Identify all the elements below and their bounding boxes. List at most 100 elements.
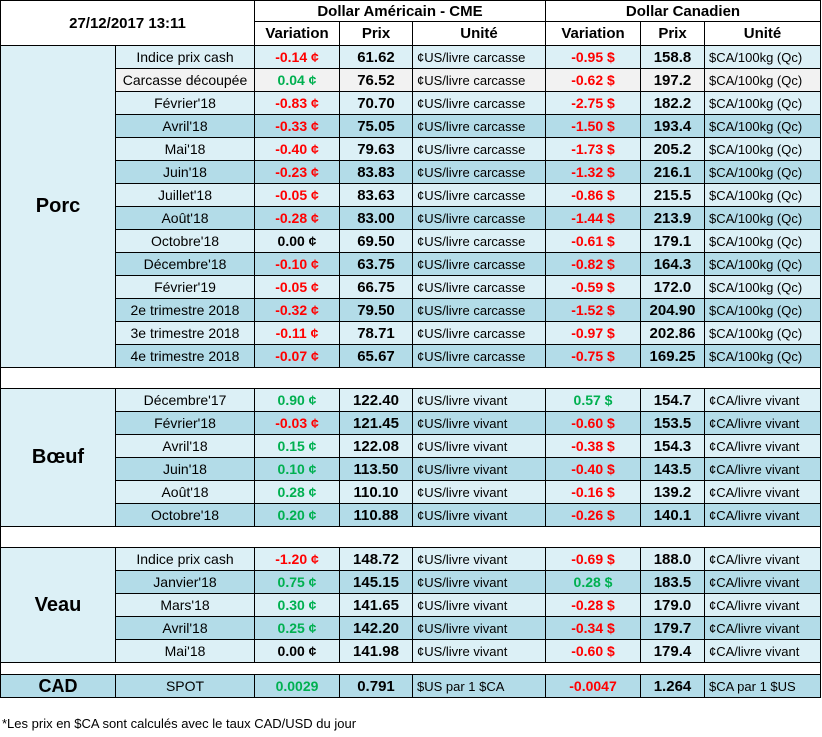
- cad-unit: ¢CA/livre vivant: [703, 434, 822, 458]
- cad-unit: $CA/100kg (Qc): [703, 114, 822, 138]
- usd-price: 142.20: [339, 616, 413, 640]
- table-row: Juin'18 0.10 ¢ 113.50 ¢US/livre vivant -0.40…: [1, 457, 822, 481]
- contract-label: Mars'18: [115, 593, 255, 617]
- table-row: Février'19 -0.05 ¢ 66.75 ¢US/livre carcasse…: [1, 275, 822, 299]
- cad-variation: -0.75 $: [545, 344, 641, 368]
- cad-variation: -0.38 $: [545, 434, 641, 458]
- cad-unit: ¢CA/livre vivant: [703, 457, 822, 481]
- cad-price: 158.8: [640, 45, 705, 69]
- cad-price: 188.0: [640, 547, 705, 571]
- usd-price: 78.71: [339, 321, 413, 345]
- cad-variation: -0.40 $: [545, 457, 641, 481]
- usd-price: 110.10: [339, 480, 413, 504]
- footnote: *Les prix en $CA sont calculés avec le t…: [2, 716, 357, 731]
- usd-unit: ¢US/livre vivant: [412, 480, 546, 504]
- usd-price: 145.15: [339, 570, 413, 594]
- cad-variation: -0.86 $: [545, 183, 641, 207]
- contract-label: Octobre'18: [115, 503, 255, 527]
- table-row: Veau Indice prix cash -1.20 ¢ 148.72 ¢US/liv…: [0, 547, 822, 663]
- cad-price: 204.90: [640, 298, 705, 322]
- usd-unit: ¢US/livre carcasse: [412, 344, 546, 368]
- cad-variation: 0.28 $: [545, 570, 641, 594]
- contract-label: 4e trimestre 2018: [115, 344, 255, 368]
- usd-price: 63.75: [339, 252, 413, 276]
- usd-variation: -1.20 ¢: [254, 547, 340, 571]
- usd-unit: ¢US/livre carcasse: [412, 321, 546, 345]
- cad-unit: ¢CA/livre vivant: [703, 503, 822, 527]
- group-separator: [0, 662, 822, 675]
- usd-unit: ¢US/livre vivant: [412, 503, 546, 527]
- usd-unit: ¢US/livre vivant: [412, 434, 546, 458]
- cad-unit: ¢CA/livre vivant: [703, 547, 822, 571]
- table-row: Février'18 -0.83 ¢ 70.70 ¢US/livre carcasse…: [1, 91, 822, 115]
- cad-variation: 0.57 $: [545, 388, 641, 412]
- contract-label: Mai'18: [115, 137, 255, 161]
- table-row: Février'18 -0.03 ¢ 121.45 ¢US/livre vivant -…: [1, 411, 822, 435]
- cad-variation: -1.44 $: [545, 206, 641, 230]
- cad-section-title: Dollar Canadien: [544, 0, 822, 22]
- usd-variation-header: Variation: [254, 21, 340, 46]
- contract-label: Avril'18: [115, 434, 255, 458]
- usd-price: 66.75: [339, 275, 413, 299]
- cad-unit: $CA par 1 $US: [703, 674, 822, 698]
- table-row: 3e trimestre 2018 -0.11 ¢ 78.71 ¢US/livre c…: [1, 321, 822, 345]
- usd-variation: -0.83 ¢: [254, 91, 340, 115]
- table-row: Octobre'18 0.00 ¢ 69.50 ¢US/livre carcasse -…: [1, 229, 822, 253]
- cad-price: 143.5: [640, 457, 705, 481]
- cad-unit: $CA/100kg (Qc): [703, 91, 822, 115]
- usd-unit: ¢US/livre vivant: [412, 593, 546, 617]
- group-label: Bœuf: [0, 388, 116, 527]
- contract-label: 3e trimestre 2018: [115, 321, 255, 345]
- usd-unit: ¢US/livre carcasse: [412, 229, 546, 253]
- usd-price: 61.62: [339, 45, 413, 69]
- usd-variation: 0.00 ¢: [254, 639, 340, 663]
- cad-variation: -2.75 $: [545, 91, 641, 115]
- usd-price: 69.50: [339, 229, 413, 253]
- usd-unit: ¢US/livre carcasse: [412, 114, 546, 138]
- cad-unit: ¢CA/livre vivant: [703, 570, 822, 594]
- contract-label: Indice prix cash: [115, 45, 255, 69]
- cad-price: 179.7: [640, 616, 705, 640]
- table-row: Avril'18 -0.33 ¢ 75.05 ¢US/livre carcasse -1…: [1, 114, 822, 138]
- usd-section-title: Dollar Américain - CME: [254, 0, 546, 22]
- contract-label: Février'18: [115, 91, 255, 115]
- spot-label: SPOT: [115, 674, 255, 698]
- contract-label: Indice prix cash: [115, 547, 255, 571]
- cad-price: 183.5: [640, 570, 705, 594]
- usd-price: 83.83: [339, 160, 413, 184]
- cad-unit: $CA/100kg (Qc): [703, 137, 822, 161]
- usd-unit: ¢US/livre carcasse: [412, 91, 546, 115]
- contract-label: Décembre'17: [115, 388, 255, 412]
- cad-price: 193.4: [640, 114, 705, 138]
- usd-variation: 0.75 ¢: [254, 570, 340, 594]
- cad-price: 197.2: [640, 68, 705, 92]
- usd-unit: ¢US/livre vivant: [412, 616, 546, 640]
- usd-price: 83.00: [339, 206, 413, 230]
- usd-unit: $US par 1 $CA: [412, 674, 546, 698]
- cad-price: 215.5: [640, 183, 705, 207]
- report-date: 27/12/2017 13:11: [0, 0, 255, 46]
- usd-variation: 0.28 ¢: [254, 480, 340, 504]
- contract-label: Février'19: [115, 275, 255, 299]
- usd-variation: -0.32 ¢: [254, 298, 340, 322]
- usd-variation: 0.25 ¢: [254, 616, 340, 640]
- cad-variation: -1.32 $: [545, 160, 641, 184]
- table-row: Décembre'18 -0.10 ¢ 63.75 ¢US/livre carcass…: [1, 252, 822, 276]
- table-row: Octobre'18 0.20 ¢ 110.88 ¢US/livre vivant -0…: [1, 503, 822, 527]
- group-label: Porc: [0, 45, 116, 368]
- contract-label: Octobre'18: [115, 229, 255, 253]
- cad-price: 153.5: [640, 411, 705, 435]
- cad-price: 164.3: [640, 252, 705, 276]
- price-table: 27/12/2017 13:11 Dollar Américain - CME …: [0, 0, 822, 698]
- usd-variation: 0.20 ¢: [254, 503, 340, 527]
- cad-variation: -0.82 $: [545, 252, 641, 276]
- cad-price: 1.264: [640, 674, 705, 698]
- usd-variation: -0.05 ¢: [254, 183, 340, 207]
- cad-spot-row: CAD SPOT 0.0029 0.791 $US par 1 $CA -0.0047 1.…: [0, 674, 822, 698]
- usd-unit: ¢US/livre vivant: [412, 570, 546, 594]
- cad-unit: $CA/100kg (Qc): [703, 229, 822, 253]
- cad-price: 140.1: [640, 503, 705, 527]
- group-label: Veau: [0, 547, 116, 663]
- usd-price: 141.98: [339, 639, 413, 663]
- table-row: Août'18 -0.28 ¢ 83.00 ¢US/livre carcasse -1.…: [1, 206, 822, 230]
